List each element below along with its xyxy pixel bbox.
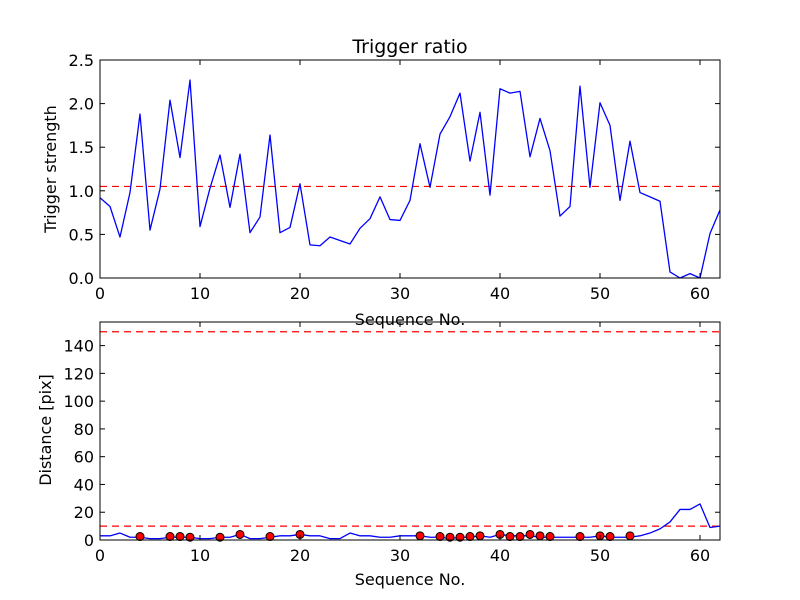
top-chart-x-tick-label: 40 [490,284,510,303]
bottom-chart-marker-point [625,531,635,541]
bottom-chart-y-tick-label: 140 [63,337,94,356]
bottom-chart-marker-point [515,532,525,542]
top-chart-y-tick-label: 0.5 [69,225,94,244]
bottom-chart-marker-point [545,532,555,542]
bottom-chart-marker-point [175,532,185,542]
bottom-chart-xlabel: Sequence No. [355,570,466,589]
bottom-chart-x-tick-label: 10 [190,546,210,565]
bottom-chart-y-tick-label: 100 [63,392,94,411]
bottom-chart-marker-point [165,532,175,542]
bottom-chart-x-tick-label: 60 [690,546,710,565]
bottom-chart-y-tick-label: 60 [74,448,94,467]
top-chart-series-line [99,79,721,279]
top-chart-x-tick-label: 60 [690,284,710,303]
bottom-chart-y-tick-label: 0 [84,531,94,550]
bottom-chart-marker-point [535,531,545,541]
bottom-chart-marker-point [475,531,485,541]
bottom-chart-y-tick-label: 40 [74,475,94,494]
bottom-chart-y-tick-label: 20 [74,503,94,522]
bottom-chart-marker-point [415,531,425,541]
top-chart-x-tick-label: 10 [190,284,210,303]
bottom-chart-axes-frame [99,321,721,541]
bottom-chart-marker-point [455,532,465,542]
bottom-chart-marker-point [235,529,245,539]
top-chart-y-tick-label: 1.5 [69,138,94,157]
bottom-chart-y-tick-label: 120 [63,364,94,383]
bottom-chart-ylabel: Distance [pix] [36,374,55,486]
bottom-chart-marker-point [135,532,145,542]
bottom-chart-marker-point [575,532,585,542]
top-chart-x-tick-label: 50 [590,284,610,303]
top-chart-y-tick-label: 1.0 [69,182,94,201]
top-chart-ylabel: Trigger strength [41,105,60,234]
top-chart-title: Trigger ratio [351,36,467,58]
bottom-chart-marker-point [465,532,475,542]
bottom-chart-y-tick-label: 80 [74,420,94,439]
bottom-chart-marker-point [445,532,455,542]
top-chart-y-tick-label: 0.0 [69,269,94,288]
top-chart-y-tick-label: 2.5 [69,51,94,70]
bottom-chart-series-line [100,503,721,540]
bottom-chart-marker-point [525,529,535,539]
bottom-plot-area: 0 10 20 30 40 50 60 0 20 40 60 80 100 120 140 [63,321,721,565]
bottom-chart-x-tick-label: 40 [490,546,510,565]
bottom-chart-marker-point [505,532,515,542]
bottom-chart-marker-point [605,532,615,542]
top-chart-y-tick-label: 2.0 [69,95,94,114]
bottom-chart-marker-point [435,532,445,542]
bottom-chart-x-tick-label: 50 [590,546,610,565]
top-chart-x-tick-label: 0 [95,284,105,303]
top-chart-x-tick-label: 20 [290,284,310,303]
top-chart-axes-frame [99,59,721,279]
top-chart-x-tick-label: 30 [390,284,410,303]
bottom-chart-marker-point [215,532,225,542]
top-chart-xlabel: Sequence No. [355,310,466,329]
bottom-chart-marker-point [185,532,195,542]
top-plot-area: 0 10 20 30 40 50 60 0.0 0.5 1.0 1.5 2.0 2.5 [69,51,721,303]
bottom-chart-marker-point [265,532,275,542]
bottom-chart-x-tick-label: 30 [390,546,410,565]
bottom-chart-x-tick-label: 20 [290,546,310,565]
bottom-chart-x-tick-label: 0 [95,546,105,565]
